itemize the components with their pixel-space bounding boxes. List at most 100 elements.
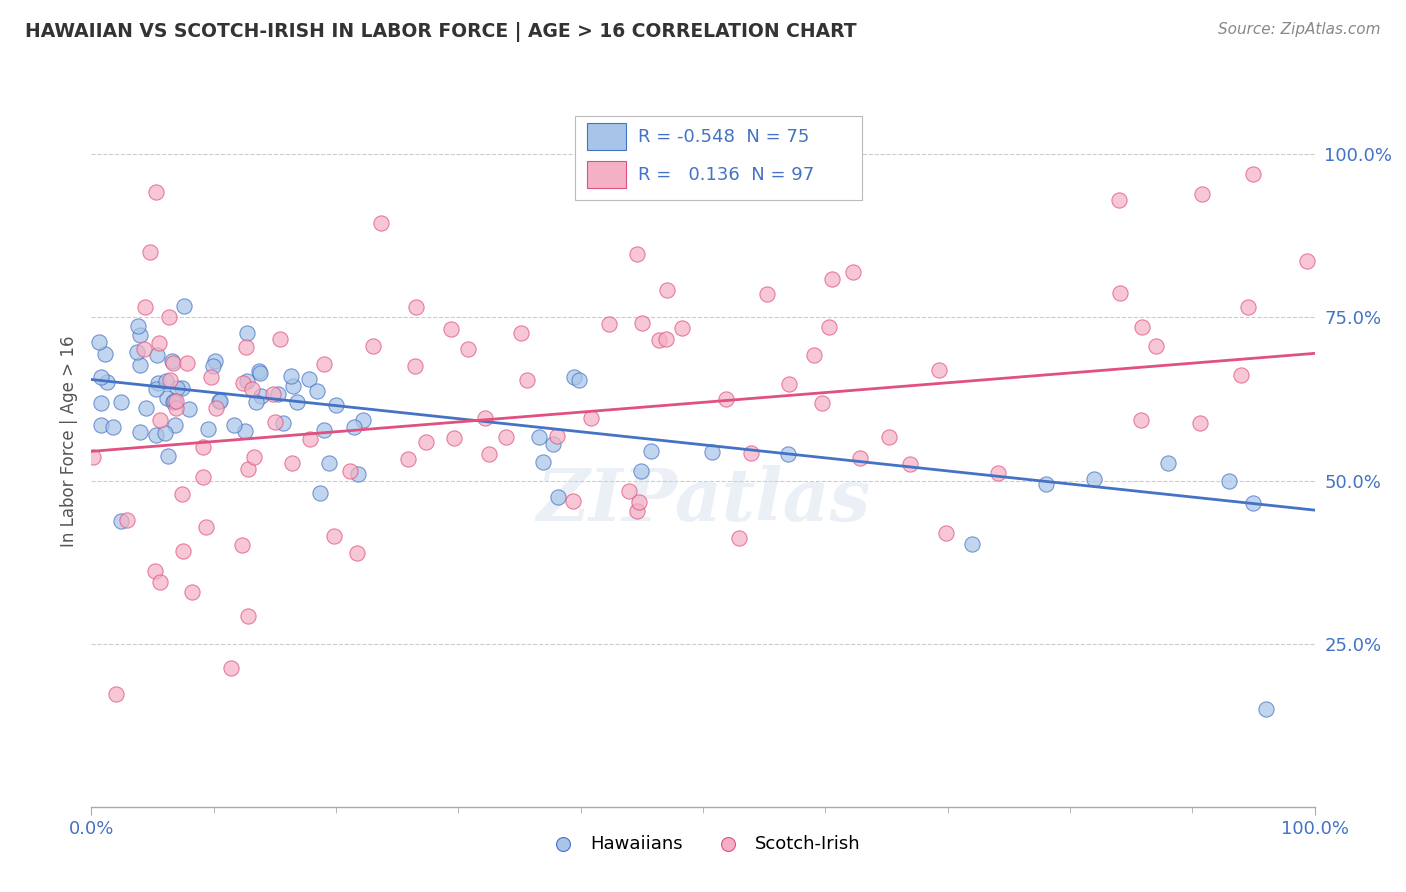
Point <box>1188 416 1211 430</box>
Point <box>298 372 321 386</box>
Point <box>803 348 825 362</box>
Point <box>1243 496 1265 510</box>
Point <box>153 426 176 441</box>
Point <box>280 456 302 470</box>
Point <box>243 450 266 464</box>
Point <box>700 445 723 459</box>
Point <box>655 332 678 346</box>
Point <box>396 451 419 466</box>
Point <box>495 430 517 444</box>
Point <box>162 395 184 409</box>
Point <box>546 429 568 443</box>
Point <box>778 377 800 392</box>
Point <box>531 455 554 469</box>
Point <box>172 544 194 558</box>
Bar <box>586 161 626 188</box>
Point <box>157 310 180 325</box>
Point <box>309 486 332 500</box>
Point <box>148 336 170 351</box>
Point <box>177 401 200 416</box>
Point <box>898 457 921 471</box>
Point <box>160 353 183 368</box>
Point <box>236 326 259 340</box>
Point <box>195 520 218 534</box>
Point <box>127 319 149 334</box>
Point <box>236 374 259 388</box>
Point <box>197 422 219 436</box>
Point <box>346 546 368 560</box>
Point <box>267 387 290 401</box>
Point <box>598 317 620 331</box>
Point <box>117 513 139 527</box>
Point <box>415 435 437 450</box>
Text: R =   0.136  N = 97: R = 0.136 N = 97 <box>638 166 814 184</box>
Point <box>562 494 585 508</box>
Point <box>1243 167 1265 181</box>
Point <box>90 418 112 433</box>
Point <box>527 429 550 443</box>
Point <box>1144 339 1167 353</box>
Point <box>209 393 232 408</box>
Point <box>235 424 257 438</box>
Point <box>156 449 179 463</box>
Point <box>181 585 204 599</box>
Point <box>204 354 226 368</box>
Point <box>90 396 112 410</box>
Point <box>281 378 304 392</box>
Point <box>89 334 111 349</box>
Point <box>245 395 267 409</box>
Point <box>776 447 799 461</box>
Point <box>305 384 328 399</box>
Point <box>208 393 231 408</box>
Point <box>1191 187 1213 202</box>
Point <box>543 437 565 451</box>
Point <box>96 375 118 389</box>
Point <box>156 391 179 405</box>
Point <box>516 373 538 387</box>
Point <box>135 401 157 415</box>
Point <box>443 431 465 445</box>
Point <box>322 529 344 543</box>
Point <box>176 356 198 370</box>
Point <box>842 264 865 278</box>
Point <box>269 332 291 346</box>
Point <box>247 364 270 378</box>
Point <box>928 362 950 376</box>
Text: R = -0.548  N = 75: R = -0.548 N = 75 <box>638 128 810 145</box>
Point <box>129 328 152 343</box>
Point <box>755 287 778 301</box>
Point <box>626 504 648 518</box>
Point <box>103 420 125 434</box>
Point <box>173 299 195 313</box>
Point <box>166 381 188 395</box>
Bar <box>586 122 626 151</box>
Point <box>1130 320 1153 334</box>
Point <box>170 381 193 395</box>
Point <box>162 355 184 369</box>
Point <box>325 398 347 412</box>
Point <box>361 339 384 353</box>
Point <box>562 369 585 384</box>
Point <box>236 462 259 476</box>
Point <box>145 564 167 578</box>
Point <box>811 396 834 410</box>
Point <box>163 418 186 433</box>
Point <box>1230 368 1253 383</box>
Point <box>1236 301 1258 315</box>
Point <box>250 389 273 403</box>
Point <box>714 392 737 406</box>
Point <box>165 401 187 416</box>
Point <box>352 413 374 427</box>
Point <box>110 514 132 528</box>
Point <box>440 322 463 336</box>
Point <box>935 526 957 541</box>
Point <box>204 401 226 416</box>
Point <box>145 382 167 396</box>
Point <box>312 357 335 371</box>
Point <box>155 374 177 388</box>
Point <box>312 423 335 437</box>
Point <box>231 538 253 552</box>
Point <box>149 412 172 426</box>
Point <box>1218 475 1240 489</box>
Point <box>318 457 340 471</box>
